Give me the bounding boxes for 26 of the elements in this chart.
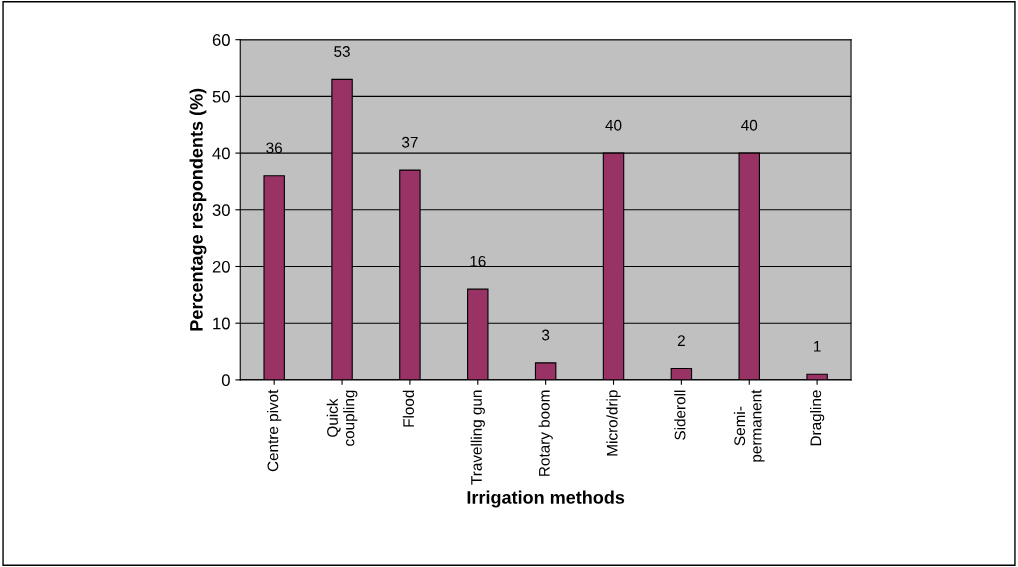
x-tick-label: Quick coupling: [326, 390, 358, 446]
data-label: 1: [814, 341, 821, 352]
y-tick-label: 60: [212, 34, 230, 46]
y-tick-label: 20: [212, 260, 230, 273]
y-tick-label: 40: [212, 147, 230, 160]
y-tick-label: 50: [212, 90, 230, 103]
y-tick-label: 30: [212, 204, 230, 216]
x-tick-label: Travelling gun: [470, 390, 485, 485]
x-axis-title: Irrigation methods: [467, 490, 625, 508]
y-axis-title: Percentage respondents (%): [189, 88, 207, 331]
data-label: 40: [741, 119, 758, 131]
x-tick-label: Micro/drip: [606, 390, 621, 456]
data-label: 53: [334, 46, 350, 57]
data-label: 40: [605, 119, 622, 131]
x-tick-label: Semi- permanent: [733, 389, 765, 462]
x-tick-label: Centre pivot: [267, 389, 282, 472]
x-tick-label: Sideroll: [674, 390, 686, 440]
x-tick-label: Rotary boom: [538, 390, 553, 476]
data-label: 36: [266, 142, 283, 154]
x-tick-label: Dragline: [809, 390, 825, 446]
data-label: 3: [541, 329, 550, 341]
data-label: 2: [677, 335, 685, 346]
y-tick-label: 10: [213, 317, 230, 330]
y-tick-label: 0: [221, 374, 230, 387]
x-tick-label: Flood: [402, 390, 415, 427]
data-label: 37: [402, 136, 418, 148]
